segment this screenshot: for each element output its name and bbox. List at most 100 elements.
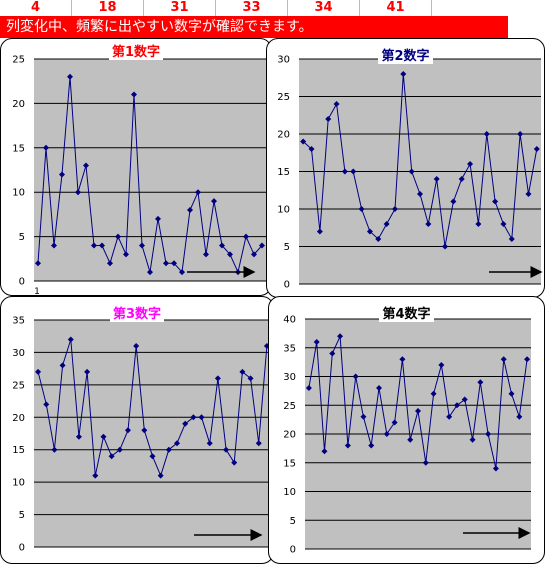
chart-3-svg: 0 5 10 15 20 25 30 35: [12, 316, 271, 554]
data-point: [341, 168, 348, 175]
y-tick-label: 0: [284, 280, 290, 291]
chart-2-title: 第2数字: [267, 45, 544, 64]
data-point: [492, 198, 499, 205]
data-point: [239, 368, 246, 375]
y-tick-label: 15: [277, 167, 290, 178]
data-point: [333, 101, 340, 107]
data-point: [352, 373, 359, 380]
data-point: [116, 446, 123, 453]
data-point: [223, 446, 230, 453]
data-point: [195, 189, 201, 196]
number-cell: 34: [288, 0, 360, 16]
data-point: [422, 459, 429, 466]
data-point: [108, 453, 115, 460]
data-point: [67, 336, 74, 343]
data-point: [43, 144, 49, 151]
data-point: [35, 260, 41, 267]
number-cell: 18: [72, 0, 144, 16]
data-point: [123, 251, 129, 258]
y-tick-label: 5: [290, 516, 296, 527]
chart-panel-3[interactable]: 0 5 10 15 20 25 30 35 第3数字: [0, 296, 274, 564]
y-tick-label: 30: [277, 55, 290, 66]
data-point: [517, 131, 524, 137]
data-point: [469, 436, 476, 443]
y-tick-label: 40: [283, 315, 296, 326]
data-point: [83, 162, 89, 169]
chart-1-title: 第1数字: [1, 41, 271, 60]
y-tick-label: 10: [12, 478, 25, 489]
data-point: [313, 339, 320, 345]
data-point: [438, 362, 445, 368]
data-point: [300, 138, 307, 145]
data-point: [446, 413, 453, 420]
data-point: [430, 390, 437, 397]
data-point: [407, 436, 414, 443]
data-point: [247, 375, 254, 382]
data-point: [179, 269, 185, 276]
data-point: [84, 368, 91, 375]
data-point: [227, 251, 233, 258]
data-point: [383, 431, 390, 437]
y-tick-label: 10: [12, 188, 25, 199]
y-tick-label: 20: [277, 130, 290, 141]
data-point: [107, 260, 113, 267]
data-point: [316, 228, 323, 235]
data-point: [453, 402, 460, 409]
data-point: [251, 251, 257, 258]
data-point: [187, 206, 193, 213]
data-point: [231, 459, 238, 466]
data-point: [206, 440, 213, 447]
data-point: [211, 198, 217, 205]
data-point: [415, 408, 421, 414]
data-point: [321, 448, 328, 455]
data-point: [157, 472, 164, 479]
data-point: [163, 260, 169, 267]
data-point: [329, 350, 336, 357]
data-point: [308, 146, 315, 152]
data-point: [368, 442, 375, 449]
y-tick-label: 0: [19, 543, 25, 554]
data-point: [500, 356, 507, 363]
data-point: [433, 176, 440, 182]
y-tick-label: 25: [12, 55, 25, 66]
chart-panel-1[interactable]: 0 5 10 15 20 25 1 第1数字: [0, 38, 272, 296]
plot-area: [34, 59, 266, 281]
chart-3-title: 第3数字: [1, 303, 273, 322]
data-point: [99, 242, 105, 249]
data-point: [171, 260, 177, 267]
data-point: [391, 419, 398, 426]
data-point: [305, 385, 312, 391]
data-point: [203, 251, 209, 258]
chart-4-svg: 0 5 10 15 20 25 30 35 40: [283, 315, 531, 556]
chart-panel-4[interactable]: 0 5 10 15 20 25 30 35 40 第4数字: [268, 296, 545, 564]
chart-4-title: 第4数字: [269, 303, 544, 322]
y-tick-label: 30: [12, 348, 25, 359]
y-tick-label: 0: [290, 545, 296, 556]
data-point: [149, 453, 156, 460]
y-tick-label: 35: [283, 343, 296, 354]
y-tick-label: 5: [19, 232, 25, 243]
data-point: [255, 440, 262, 447]
data-point: [458, 176, 465, 182]
y-tick-label: 10: [277, 205, 290, 216]
number-row: 4 18 31 33 34 41: [0, 0, 545, 16]
data-point: [358, 206, 365, 212]
data-point: [139, 242, 145, 249]
data-point: [442, 243, 449, 250]
chart-2-svg: 0 5 10 15 20 25 30: [277, 55, 543, 291]
data-point: [508, 390, 515, 397]
data-point: [75, 189, 81, 196]
data-point: [425, 221, 432, 227]
data-point: [259, 242, 265, 249]
chart-panel-2[interactable]: 0 5 10 15 20 25 30 第2数字: [266, 38, 545, 298]
data-point: [198, 414, 205, 421]
y-tick-label: 20: [12, 99, 25, 110]
data-point: [219, 242, 225, 249]
data-point: [174, 440, 181, 447]
data-point: [51, 446, 58, 453]
data-point: [461, 396, 468, 403]
y-tick-label: 25: [277, 92, 290, 103]
y-tick-label: 0: [19, 277, 25, 288]
data-point: [485, 431, 492, 437]
data-point: [344, 442, 351, 449]
